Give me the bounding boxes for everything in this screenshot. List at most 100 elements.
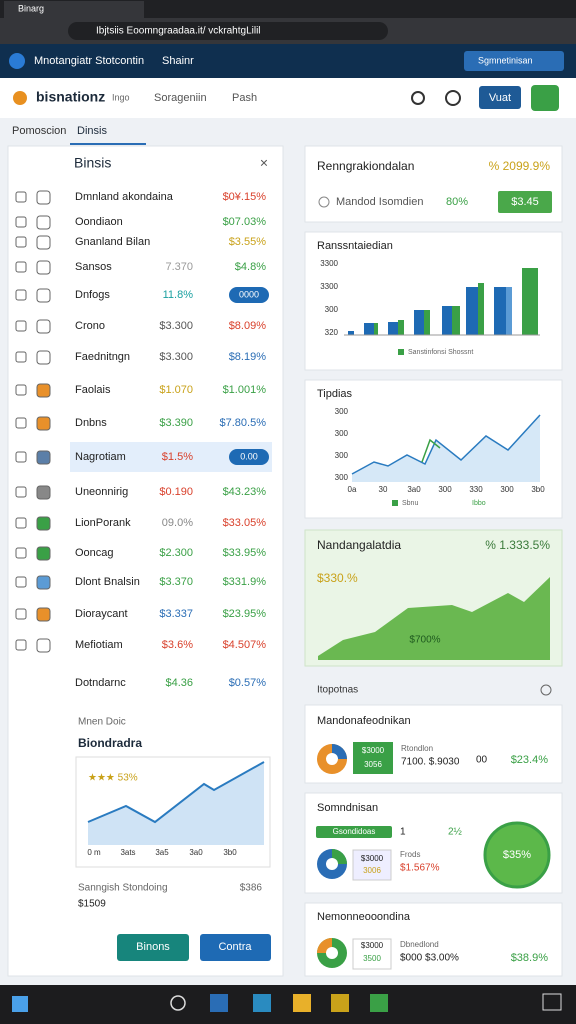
x-label: 0 m bbox=[87, 848, 101, 857]
x-label: 3a5 bbox=[155, 848, 169, 857]
app[interactable] bbox=[210, 994, 228, 1012]
x-label: 3a0 bbox=[407, 485, 421, 494]
nav-link[interactable]: Sorageniin bbox=[154, 92, 207, 104]
legend: Ibbo bbox=[472, 500, 486, 507]
line bbox=[421, 438, 441, 463]
header-button-label: Sgmnetinisan bbox=[478, 55, 533, 65]
row-icon bbox=[15, 320, 27, 332]
user-icon[interactable] bbox=[445, 90, 461, 106]
row-value: 11.8% bbox=[163, 289, 194, 301]
app[interactable] bbox=[293, 994, 311, 1012]
row-icon bbox=[36, 350, 51, 365]
row-name: Mefiotiam bbox=[75, 639, 123, 651]
app[interactable] bbox=[370, 994, 388, 1012]
notifications[interactable] bbox=[542, 993, 562, 1011]
card-title: Somndnisan bbox=[317, 802, 378, 814]
footer-value: $386 bbox=[240, 883, 263, 894]
text: 1 bbox=[400, 827, 406, 838]
row-name: Crono bbox=[75, 320, 105, 332]
footer-sub: $1509 bbox=[78, 899, 106, 910]
row-icon bbox=[36, 638, 51, 653]
legend-swatch bbox=[398, 349, 404, 355]
progress bbox=[316, 826, 392, 838]
info-icon[interactable] bbox=[540, 684, 552, 696]
legend-swatch bbox=[392, 500, 398, 506]
y-label: 300 bbox=[325, 305, 339, 314]
radio[interactable] bbox=[318, 196, 330, 208]
app[interactable] bbox=[253, 994, 271, 1012]
row-icon bbox=[36, 190, 51, 205]
row-value: $3.300 bbox=[159, 320, 193, 332]
label: Rtondlon bbox=[401, 744, 433, 753]
button[interactable] bbox=[200, 934, 271, 961]
card-title: Mandonafeodnikan bbox=[317, 715, 411, 727]
value: $23.4% bbox=[511, 754, 549, 766]
row-name: LionPorank bbox=[75, 517, 131, 529]
row-icon bbox=[15, 289, 27, 301]
url: Ibjtsiis Eoomngraadaa.it/ vckrahtgLilil bbox=[96, 26, 261, 37]
button[interactable] bbox=[117, 934, 189, 961]
pill[interactable] bbox=[229, 287, 269, 303]
row-name: Ooncag bbox=[75, 547, 114, 559]
card bbox=[304, 902, 563, 977]
row-icon bbox=[36, 575, 51, 590]
nav-link[interactable]: Pash bbox=[232, 92, 257, 104]
value: $38.9% bbox=[511, 952, 549, 964]
row-icon bbox=[15, 216, 27, 228]
row-name: Dmnland akondaina bbox=[75, 191, 174, 203]
row-icon bbox=[15, 639, 27, 651]
gauge-label: $35% bbox=[503, 849, 531, 861]
row-change: $43.23% bbox=[223, 486, 267, 498]
close[interactable]: × bbox=[260, 155, 268, 171]
app-tab[interactable]: Shainr bbox=[162, 55, 194, 67]
app-title: Mnotangiatr Stotcontin bbox=[34, 55, 144, 67]
pill[interactable] bbox=[229, 449, 269, 465]
section-title: Itopotnas bbox=[317, 685, 358, 696]
row-value: $2.300 bbox=[159, 547, 193, 559]
card-button[interactable] bbox=[498, 191, 552, 213]
x-label: 30 bbox=[379, 485, 388, 494]
row-icon bbox=[15, 236, 27, 248]
taskbar bbox=[0, 985, 576, 1024]
logo bbox=[13, 91, 27, 105]
row-icon bbox=[15, 517, 27, 529]
area-label: $700% bbox=[409, 635, 440, 646]
row-name: Faednitngn bbox=[75, 351, 130, 363]
y-label: 300 bbox=[335, 451, 349, 460]
row-icon bbox=[36, 546, 51, 561]
nav-link[interactable]: Ingo bbox=[112, 92, 130, 102]
stat: $3000 bbox=[361, 941, 384, 950]
tab[interactable] bbox=[4, 1, 144, 18]
row-icon bbox=[36, 485, 51, 500]
address-bar[interactable] bbox=[68, 22, 388, 40]
row-icon bbox=[15, 261, 27, 273]
text: 00 bbox=[476, 755, 488, 766]
row-icon bbox=[15, 486, 27, 498]
task-view[interactable] bbox=[170, 995, 186, 1011]
area bbox=[318, 577, 550, 660]
header-button[interactable] bbox=[464, 51, 564, 71]
x-label: 300 bbox=[438, 485, 452, 494]
chart-title: Biondradra bbox=[78, 736, 142, 750]
row-value: $1.070 bbox=[159, 384, 193, 396]
tab[interactable]: Dinsis bbox=[77, 125, 107, 137]
card-sub: $330.% bbox=[317, 571, 358, 585]
row-value: 7.370 bbox=[165, 261, 193, 273]
start[interactable] bbox=[12, 996, 28, 1012]
app[interactable] bbox=[331, 994, 349, 1012]
progress-label: Gsondidoas bbox=[333, 827, 376, 836]
label: Dbnedlond bbox=[400, 940, 439, 949]
y-label: 3300 bbox=[320, 259, 338, 268]
nav-button[interactable] bbox=[479, 86, 521, 109]
row-icon bbox=[15, 351, 27, 363]
avatar[interactable] bbox=[531, 85, 559, 111]
row-icon bbox=[36, 516, 51, 531]
search-icon[interactable] bbox=[411, 91, 425, 105]
text: 7100. $.9030 bbox=[401, 757, 460, 768]
stat: $3000 bbox=[361, 854, 384, 863]
row-value: 09.0% bbox=[162, 517, 193, 529]
row-icon bbox=[36, 383, 51, 398]
row-value: $3.370 bbox=[159, 576, 193, 588]
row-change: $8.09% bbox=[229, 320, 267, 332]
tab[interactable]: Pomoscion bbox=[12, 125, 66, 137]
